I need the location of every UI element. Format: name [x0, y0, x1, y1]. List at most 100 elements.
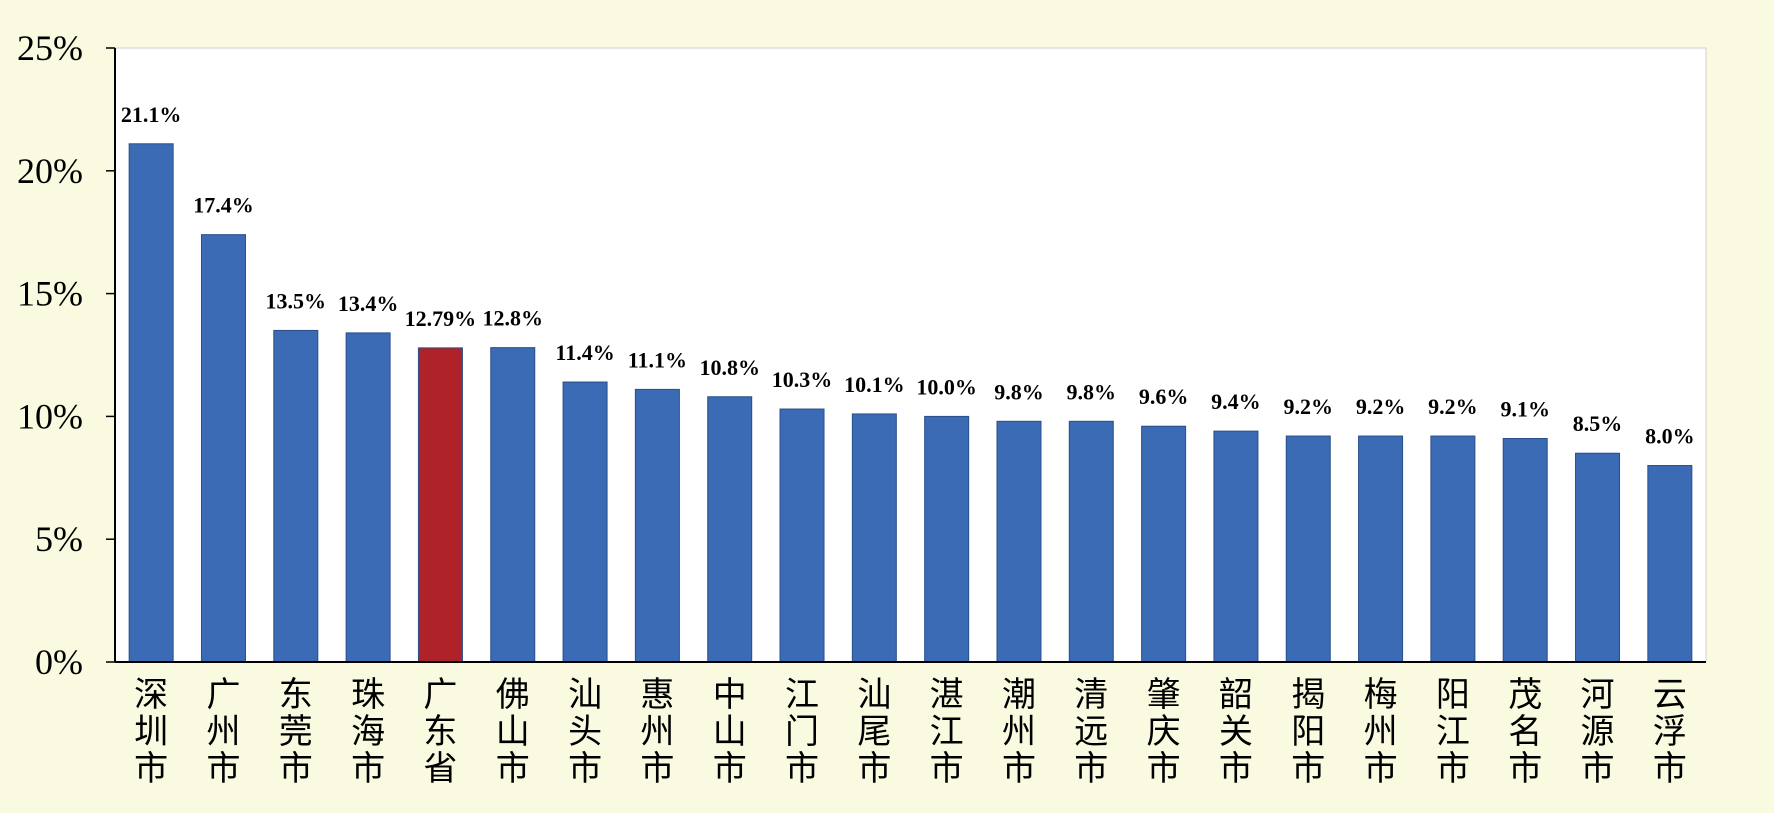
category-label: 河源市 — [1581, 675, 1615, 789]
category-label-char: 市 — [857, 749, 891, 789]
category-label-char: 云 — [1653, 675, 1687, 715]
category-label-char: 州 — [1002, 712, 1036, 752]
data-label: 12.79% — [405, 306, 477, 331]
category-label-char: 珠 — [351, 675, 385, 715]
category-label: 肇庆市 — [1147, 675, 1181, 789]
category-label-char: 汕 — [568, 675, 602, 715]
category-label-char: 河 — [1581, 675, 1615, 715]
bar — [1213, 430, 1259, 663]
category-label-char: 远 — [1074, 712, 1108, 752]
category-label: 茂名市 — [1508, 675, 1542, 789]
category-label-char: 江 — [930, 712, 964, 752]
category-label-char: 庆 — [1147, 712, 1181, 752]
bar — [1647, 465, 1693, 663]
category-label: 揭阳市 — [1291, 675, 1325, 789]
category-label: 江门市 — [785, 675, 819, 789]
category-label-char: 山 — [496, 712, 530, 752]
category-label-char: 韶 — [1219, 675, 1253, 715]
category-label-char: 市 — [1364, 749, 1398, 789]
category-label-char: 市 — [206, 749, 240, 789]
category-label-char: 广 — [206, 675, 240, 715]
bar — [417, 347, 463, 663]
category-label-char: 市 — [1581, 749, 1615, 789]
bar — [1575, 452, 1621, 663]
bar — [273, 329, 319, 663]
category-label-char: 市 — [930, 749, 964, 789]
category-label: 韶关市 — [1219, 675, 1253, 789]
y-tick-label: 5% — [35, 519, 83, 559]
bar — [490, 347, 536, 663]
category-label: 潮州市 — [1002, 675, 1036, 789]
category-label-char: 江 — [1436, 712, 1470, 752]
data-label: 12.8% — [483, 306, 544, 331]
category-label: 广东省 — [423, 675, 457, 789]
category-label-char: 市 — [1002, 749, 1036, 789]
category-label-char: 市 — [1436, 749, 1470, 789]
bar — [851, 413, 897, 663]
category-label-char: 江 — [785, 675, 819, 715]
category-label-char: 东 — [279, 675, 313, 715]
category-label-char: 湛 — [930, 675, 964, 715]
category-label-char: 市 — [351, 749, 385, 789]
category-label-char: 莞 — [279, 712, 313, 752]
data-label: 21.1% — [121, 102, 182, 127]
category-label: 东莞市 — [279, 675, 313, 789]
data-label: 13.5% — [266, 288, 327, 313]
category-label-char: 清 — [1074, 675, 1108, 715]
y-tick-label: 20% — [17, 151, 83, 191]
bar — [924, 415, 970, 663]
category-label-char: 阳 — [1291, 712, 1325, 752]
bar — [634, 388, 680, 663]
category-label-char: 市 — [1653, 749, 1687, 789]
category-label-char: 阳 — [1436, 675, 1470, 715]
data-label: 9.8% — [994, 379, 1044, 404]
bars — [128, 143, 1693, 663]
category-label-char: 门 — [785, 712, 819, 752]
data-labels: 21.1% 17.4% 13.5% 13.4%12.79% 12.8% 11.4% 11.1… — [121, 102, 1695, 449]
bar — [562, 381, 608, 663]
bar — [345, 332, 391, 663]
category-label-char: 市 — [496, 749, 530, 789]
category-label: 中山市 — [713, 675, 747, 789]
category-label-char: 市 — [640, 749, 674, 789]
category-label-char: 广 — [423, 675, 457, 715]
category-label-char: 市 — [1508, 749, 1542, 789]
category-label-char: 东 — [423, 712, 457, 752]
data-label: 8.5% — [1573, 411, 1623, 436]
bar — [1068, 420, 1114, 663]
category-label: 汕头市 — [568, 675, 602, 789]
bar — [128, 143, 174, 663]
category-label-char: 市 — [713, 749, 747, 789]
category-label-char: 市 — [1147, 749, 1181, 789]
bar — [1502, 438, 1548, 663]
bar — [1430, 435, 1476, 663]
category-label-char: 揭 — [1291, 675, 1325, 715]
data-label: 11.1% — [628, 347, 687, 372]
category-label-char: 市 — [1074, 749, 1108, 789]
category-label-char: 市 — [785, 749, 819, 789]
category-label-char: 关 — [1219, 712, 1253, 752]
category-label: 阳江市 — [1436, 675, 1470, 789]
category-label-char: 海 — [351, 712, 385, 752]
category-label: 云浮市 — [1653, 675, 1687, 789]
data-label: 11.4% — [555, 340, 614, 365]
data-label: 10.0% — [916, 374, 977, 399]
data-label: 10.3% — [772, 367, 833, 392]
category-label-char: 名 — [1508, 712, 1542, 752]
category-label-char: 尾 — [857, 712, 891, 752]
data-label: 10.8% — [699, 355, 760, 380]
category-label: 湛江市 — [930, 675, 964, 789]
y-tick-label: 0% — [35, 642, 83, 682]
data-label: 9.4% — [1211, 389, 1261, 414]
y-tick-label: 10% — [17, 396, 83, 436]
y-tick-labels: 0% 5% 10% 15% 20% 25% — [17, 28, 83, 682]
bar — [1358, 435, 1404, 663]
category-label-char: 州 — [640, 712, 674, 752]
data-label: 9.8% — [1067, 379, 1117, 404]
category-label-char: 浮 — [1653, 712, 1687, 752]
data-label: 9.2% — [1428, 394, 1478, 419]
category-labels: 深圳市广州市东莞市珠海市广东省佛山市汕头市惠州市中山市江门市汕尾市湛江市潮州市清… — [134, 675, 1687, 789]
category-label: 梅州市 — [1364, 675, 1398, 789]
category-label: 惠州市 — [640, 675, 674, 789]
